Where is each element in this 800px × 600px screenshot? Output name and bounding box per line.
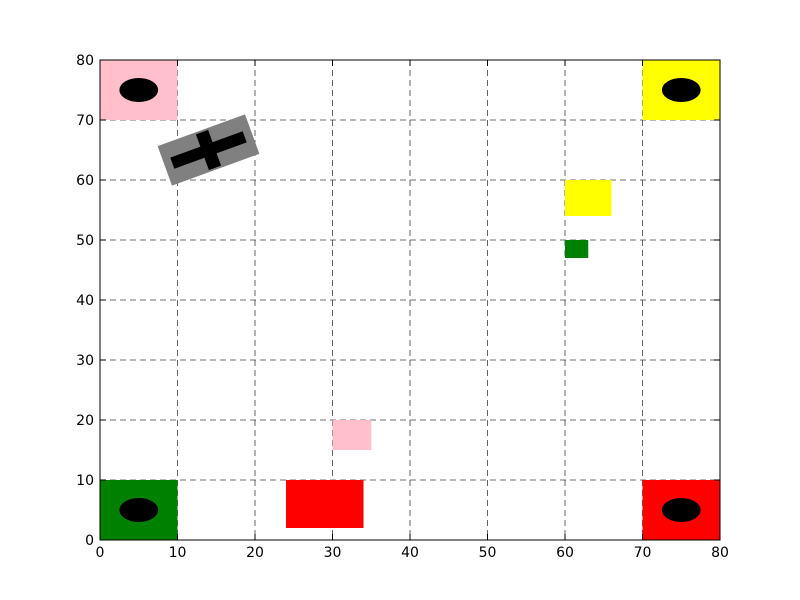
x-tick-label: 80 [711, 545, 729, 561]
x-tick-label: 70 [634, 545, 652, 561]
x-tick-label: 20 [246, 545, 264, 561]
grid-lines [100, 60, 720, 540]
y-tick-label: 50 [76, 233, 94, 249]
y-tick-label: 80 [76, 53, 94, 69]
robot [157, 114, 260, 186]
y-tick-label: 10 [76, 473, 94, 489]
y-tick-label: 60 [76, 173, 94, 189]
x-tick-label: 50 [479, 545, 497, 561]
yellow-block [565, 180, 612, 216]
x-tick-label: 40 [401, 545, 419, 561]
x-tick-label: 0 [96, 545, 105, 561]
base-zones [100, 60, 720, 540]
y-tick-label: 70 [76, 113, 94, 129]
x-tick-label: 30 [324, 545, 342, 561]
x-tick-label: 60 [556, 545, 574, 561]
red-block [286, 480, 364, 528]
y-tick-label: 20 [76, 413, 94, 429]
pink-block [332, 420, 372, 450]
pink-base-marker [119, 78, 159, 102]
green-block [565, 240, 589, 258]
yellow-base-marker [661, 78, 701, 102]
blocks [286, 180, 612, 528]
y-tick-label: 0 [85, 533, 94, 549]
robot-cross-vertical [195, 129, 222, 171]
robot-body-group [157, 114, 260, 186]
red-base-marker [661, 498, 701, 522]
x-tick-label: 10 [169, 545, 187, 561]
axis-ticks: 0 10 20 30 40 50 60 70 80 0 10 20 30 40 50 60 70 80 [76, 53, 729, 561]
y-tick-label: 30 [76, 353, 94, 369]
y-tick-label: 40 [76, 293, 94, 309]
green-base-marker [119, 498, 159, 522]
